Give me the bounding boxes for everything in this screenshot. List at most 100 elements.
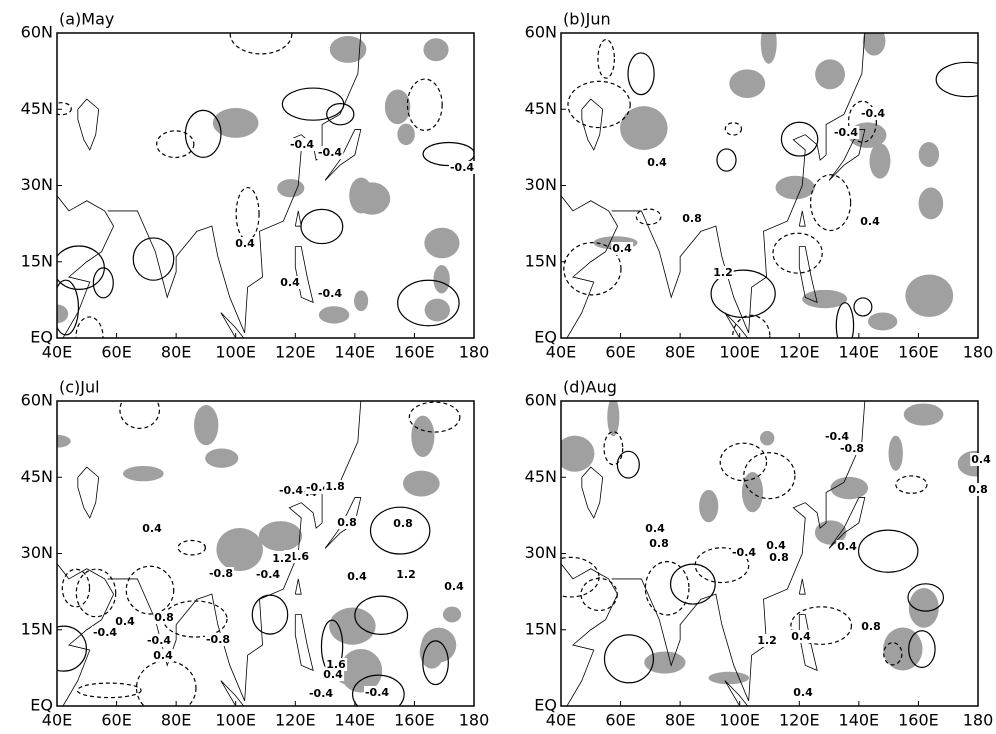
contour-label: 0.4	[444, 580, 464, 593]
contour-label: 0.8	[682, 212, 702, 225]
contour-label: 0.4	[645, 522, 665, 535]
shaded-region	[699, 490, 718, 522]
contour-line	[859, 530, 918, 572]
shaded-region	[883, 627, 922, 670]
contour-label: 0.4	[153, 649, 173, 662]
shaded-region	[869, 143, 890, 178]
map-panel: (b)Jun40E60E80E100E120E140E160E180EQ15N3…	[525, 10, 996, 362]
contour-label: 1.2	[757, 634, 777, 647]
shaded-region	[423, 38, 448, 61]
contour-label: 0.4	[860, 215, 880, 228]
contour-line	[407, 79, 442, 130]
shaded-region	[919, 142, 939, 167]
shaded-region	[708, 672, 749, 684]
shaded-region	[385, 89, 410, 124]
shaded-region	[761, 22, 777, 63]
contour-line	[854, 298, 872, 316]
figure: (a)May40E60E80E100E120E140E160E180EQ15N3…	[0, 0, 996, 734]
shaded-region	[904, 403, 944, 425]
y-tick-label: 30N	[525, 175, 557, 194]
contour-line	[617, 451, 639, 478]
x-tick-label: 160E	[394, 343, 435, 362]
shaded-region	[259, 521, 302, 551]
y-tick-label: 60N	[21, 23, 53, 42]
contour-label: 0.4	[280, 276, 300, 289]
coastline	[799, 579, 805, 594]
y-tick-label: 15N	[525, 619, 557, 638]
plot-frame	[57, 401, 474, 706]
contour-line	[371, 507, 430, 554]
shaded-region	[425, 299, 450, 322]
y-tick-label: 45N	[21, 467, 53, 486]
x-tick-label: 80E	[665, 343, 695, 362]
contour-label: 0.4	[323, 668, 343, 681]
contour-line	[185, 110, 221, 157]
contour-line	[628, 53, 654, 95]
contour-line	[773, 233, 822, 273]
x-tick-label: 120E	[779, 343, 820, 362]
y-tick-label: EQ	[30, 328, 53, 347]
shaded-region	[760, 431, 774, 446]
shaded-region	[205, 448, 238, 467]
x-tick-label: 140E	[839, 711, 880, 730]
panel-title: (c)Jul	[59, 378, 100, 397]
shaded-region	[424, 228, 459, 258]
contour-label: -0.4	[256, 568, 280, 581]
contour-label: 0.4	[837, 540, 857, 553]
x-tick-label: 120E	[779, 711, 820, 730]
coastline	[78, 99, 99, 150]
contour-line	[178, 540, 205, 554]
plot-area	[46, 14, 475, 357]
x-tick-label: 80E	[665, 711, 695, 730]
plot-area	[561, 22, 996, 357]
contour-line	[671, 564, 716, 604]
contour-line	[53, 246, 104, 289]
contour-line	[136, 661, 195, 715]
contour-label: -0.4	[279, 484, 303, 497]
shaded-region	[919, 187, 944, 219]
contour-label: 0.4	[793, 686, 813, 699]
x-tick-label: 140E	[839, 343, 880, 362]
contour-line	[51, 103, 71, 115]
shaded-region	[319, 306, 350, 323]
panel-title: (d)Aug	[563, 378, 617, 397]
contour-line	[636, 209, 661, 224]
contour-label: 1.8	[325, 480, 345, 493]
contour-line	[133, 238, 173, 280]
shaded-region	[433, 265, 449, 293]
shaded-region	[620, 106, 667, 150]
x-tick-label: 80E	[161, 343, 191, 362]
y-tick-label: 45N	[21, 99, 53, 118]
contour-label: 0.8	[769, 551, 789, 564]
x-tick-label: 120E	[275, 711, 316, 730]
contour-line	[409, 402, 460, 432]
contour-label: -0.4	[861, 107, 885, 120]
contour-line	[76, 317, 103, 357]
coastline	[799, 211, 805, 226]
contour-label: 0.4	[647, 156, 667, 169]
x-tick-label: 80E	[161, 711, 191, 730]
y-tick-label: 60N	[21, 391, 53, 410]
contour-line	[568, 81, 630, 127]
contour-line	[236, 188, 259, 241]
contour-label: -0.8	[840, 442, 864, 455]
contour-label: 0.8	[861, 620, 881, 633]
x-tick-label: 160E	[394, 711, 435, 730]
shaded-region	[330, 36, 367, 63]
contour-label: 0.4	[971, 453, 991, 466]
contour-label: -0.4	[732, 546, 756, 559]
shaded-region	[194, 405, 218, 445]
x-tick-label: 100E	[719, 343, 760, 362]
y-tick-label: 30N	[21, 543, 53, 562]
x-tick-label: 180	[963, 343, 994, 362]
coastline	[582, 467, 603, 518]
plot-frame	[57, 33, 474, 338]
contour-label: 0.4	[347, 570, 367, 583]
x-tick-label: 140E	[335, 343, 376, 362]
shaded-region	[815, 59, 845, 89]
y-tick-label: 45N	[525, 467, 557, 486]
shaded-region	[403, 471, 440, 497]
contour-label: -0.4	[290, 138, 314, 151]
contour-label: -0.4	[147, 634, 171, 647]
